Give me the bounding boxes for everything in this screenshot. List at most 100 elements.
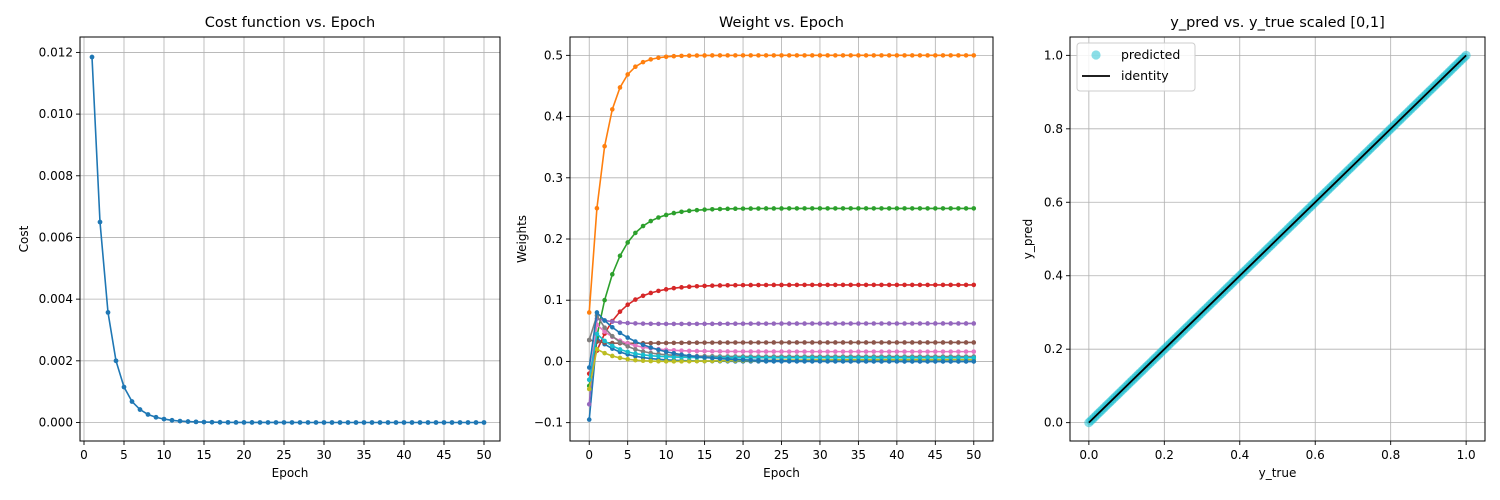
weight-point-6 xyxy=(679,348,684,353)
weight-point-10 xyxy=(779,358,784,364)
cost-point xyxy=(113,358,119,364)
weight-point-6 xyxy=(756,349,761,354)
weight-point-3 xyxy=(863,282,869,288)
weight-point-2 xyxy=(663,212,669,218)
x-tick-label: 0.2 xyxy=(1155,448,1174,462)
weight-point-2 xyxy=(610,272,615,277)
weight-point-1 xyxy=(656,55,661,61)
weight-point-1 xyxy=(694,53,700,58)
weight-point-3 xyxy=(825,282,830,288)
weight-point-4 xyxy=(894,321,900,326)
weight-point-10 xyxy=(848,358,854,364)
weight-point-8 xyxy=(648,358,654,364)
y-tick-label: 0.5 xyxy=(544,48,563,62)
weight-point-2 xyxy=(617,253,623,259)
axes-frame xyxy=(79,36,501,442)
x-tick-label: 0.8 xyxy=(1381,448,1400,462)
weight-point-2 xyxy=(771,206,777,211)
weight-point-6 xyxy=(871,349,877,354)
weight-point-9 xyxy=(633,351,638,356)
weight-point-1 xyxy=(633,64,638,70)
weight-point-9 xyxy=(971,355,977,361)
weight-point-6 xyxy=(717,349,723,354)
weight-point-2 xyxy=(886,206,892,211)
weight-point-9 xyxy=(840,355,846,361)
weight-point-2 xyxy=(948,206,953,211)
weight-point-1 xyxy=(663,54,669,60)
weight-point-1 xyxy=(625,72,630,77)
weight-point-8 xyxy=(656,358,661,364)
weight-point-10 xyxy=(840,358,846,364)
weight-point-5 xyxy=(940,340,946,345)
weight-point-8 xyxy=(602,350,607,356)
weight-point-5 xyxy=(686,340,692,346)
weight-point-1 xyxy=(833,53,838,58)
cost-point xyxy=(289,420,295,425)
weight-point-2 xyxy=(694,207,700,213)
cost-point xyxy=(337,420,343,425)
weight-point-10 xyxy=(709,355,715,361)
weight-point-4 xyxy=(671,321,677,327)
weight-point-1 xyxy=(902,53,907,58)
weight-point-4 xyxy=(748,321,754,326)
weight-point-4 xyxy=(948,321,953,326)
cost-point xyxy=(177,418,183,424)
x-tick-label: 40 xyxy=(396,448,411,462)
weight-point-5 xyxy=(933,340,938,345)
weight-point-6 xyxy=(917,349,923,354)
weight-point-2 xyxy=(779,206,784,211)
x-axis-label: Epoch xyxy=(763,466,800,480)
weight-point-4 xyxy=(733,321,738,327)
y-tick-label: −0.1 xyxy=(534,416,563,430)
weight-point-7 xyxy=(625,344,630,349)
weight-point-5 xyxy=(809,340,815,345)
y-tick-label: 0.0 xyxy=(1044,416,1063,430)
weight-point-4 xyxy=(610,319,615,324)
weight-point-2 xyxy=(956,206,961,211)
weight-point-1 xyxy=(917,53,923,58)
weight-point-4 xyxy=(656,321,661,327)
cost-chart: 0 5 10 15 20 25 30 35 40 45 50 0.000 0.002 0.004 0.006… xyxy=(17,15,501,480)
weight-point-7 xyxy=(633,347,638,352)
weight-point-10 xyxy=(586,365,592,370)
weight-point-8 xyxy=(663,359,669,364)
weight-point-8 xyxy=(640,358,646,364)
x-tick-label: 10 xyxy=(156,448,171,462)
weight-point-2 xyxy=(809,206,815,211)
weight-point-2 xyxy=(825,206,830,211)
weight-point-9 xyxy=(663,354,669,360)
weight-point-1 xyxy=(709,53,715,58)
legend: predicted identity xyxy=(1076,42,1196,92)
weight-point-9 xyxy=(925,355,930,361)
weight-point-4 xyxy=(725,321,730,327)
weight-point-3 xyxy=(933,282,938,288)
weight-point-2 xyxy=(971,206,977,211)
weight-point-9 xyxy=(856,355,861,361)
weight-point-9 xyxy=(902,355,907,361)
weight-point-9 xyxy=(886,355,892,361)
weight-point-1 xyxy=(594,205,600,211)
weight-point-5 xyxy=(740,340,746,345)
weight-point-2 xyxy=(840,206,846,211)
weight-point-3 xyxy=(802,282,807,288)
weight-point-1 xyxy=(733,53,738,58)
weight-point-3 xyxy=(740,282,746,288)
x-tick-label: 25 xyxy=(774,448,789,462)
weight-point-1 xyxy=(871,53,877,58)
weight-point-5 xyxy=(871,340,877,345)
weight-point-2 xyxy=(679,209,684,215)
weight-point-10 xyxy=(786,358,792,364)
cost-point xyxy=(401,420,407,425)
weight-point-8 xyxy=(679,359,684,364)
weight-point-4 xyxy=(809,321,815,326)
weight-point-10 xyxy=(610,324,615,330)
weight-point-10 xyxy=(933,359,938,364)
weight-point-10 xyxy=(794,358,800,364)
weight-point-4 xyxy=(779,321,784,326)
x-tick-label: 40 xyxy=(889,448,904,462)
weight-point-4 xyxy=(963,321,969,326)
x-tick-label: 0 xyxy=(585,448,593,462)
cost-point xyxy=(281,420,287,425)
weight-point-4 xyxy=(902,321,907,326)
weight-point-5 xyxy=(902,340,907,345)
